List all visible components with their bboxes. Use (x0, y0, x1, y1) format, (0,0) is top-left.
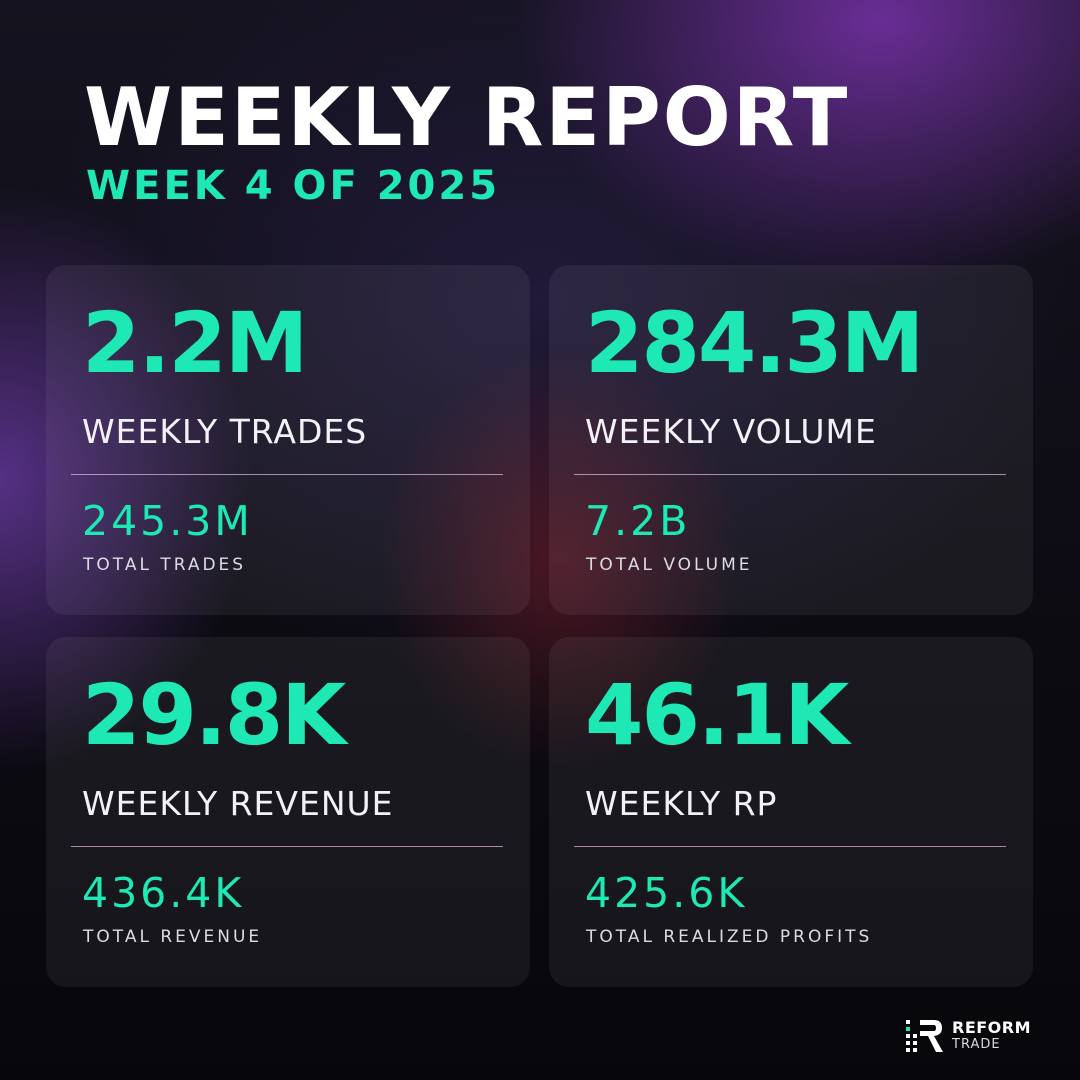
total-revenue-label: TOTAL REVENUE (83, 927, 263, 947)
weekly-volume-value: 284.3M (585, 294, 924, 392)
card-divider (574, 846, 1006, 847)
total-trades-value: 245.3M (82, 497, 253, 545)
stat-card-revenue: 29.8K WEEKLY REVENUE 436.4K TOTAL REVENU… (46, 637, 530, 987)
total-trades-label: TOTAL TRADES (83, 555, 247, 575)
weekly-rp-label: WEEKLY RP (585, 784, 778, 823)
stat-card-trades: 2.2M WEEKLY TRADES 245.3M TOTAL TRADES (46, 265, 530, 615)
total-volume-value: 7.2B (585, 497, 691, 545)
reform-logo-icon (906, 1020, 943, 1052)
total-realized-profits-value: 425.6K (585, 869, 748, 917)
weekly-revenue-label: WEEKLY REVENUE (82, 784, 394, 823)
card-divider (71, 846, 503, 847)
stat-card-rp: 46.1K WEEKLY RP 425.6K TOTAL REALIZED PR… (549, 637, 1033, 987)
page-title: WEEKLY REPORT (84, 71, 850, 164)
total-realized-profits-label: TOTAL REALIZED PROFITS (586, 927, 873, 947)
weekly-volume-label: WEEKLY VOLUME (585, 412, 877, 451)
card-divider (71, 474, 503, 475)
weekly-trades-value: 2.2M (82, 294, 308, 392)
weekly-rp-value: 46.1K (585, 666, 849, 764)
card-divider (574, 474, 1006, 475)
total-revenue-value: 436.4K (82, 869, 245, 917)
brand-name: REFORM (952, 1018, 1032, 1037)
weekly-trades-label: WEEKLY TRADES (82, 412, 368, 451)
brand-logo: REFORM TRADE (906, 1018, 1046, 1054)
weekly-revenue-value: 29.8K (82, 666, 346, 764)
total-volume-label: TOTAL VOLUME (586, 555, 753, 575)
page-subtitle: WEEK 4 OF 2025 (86, 163, 501, 209)
brand-sub: TRADE (952, 1037, 1001, 1052)
stat-card-volume: 284.3M WEEKLY VOLUME 7.2B TOTAL VOLUME (549, 265, 1033, 615)
